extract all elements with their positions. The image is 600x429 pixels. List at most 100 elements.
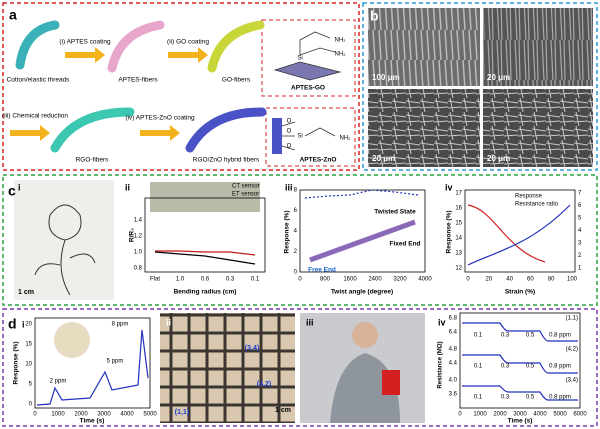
- step-label: (iii) Chemical reduction: [2, 113, 68, 120]
- label: 3000: [513, 412, 527, 418]
- label: 20 μm: [487, 154, 510, 163]
- label: Twisted State: [374, 209, 416, 216]
- label: 6.4: [449, 330, 458, 336]
- label: 1600: [343, 277, 357, 283]
- label: iii: [306, 317, 314, 327]
- label: 20 μm: [487, 73, 510, 82]
- label: 1 cm: [18, 289, 34, 296]
- label: 5000: [143, 412, 157, 418]
- label: 1: [578, 266, 582, 272]
- label: i: [22, 319, 25, 329]
- label: Strain (%): [505, 289, 535, 296]
- label: 0.3: [501, 364, 510, 370]
- label: 1.0: [134, 250, 143, 256]
- label: iv: [445, 182, 453, 192]
- label: (4,2): [566, 347, 578, 353]
- label: 6.8: [449, 316, 458, 322]
- label: 0.1: [474, 364, 483, 370]
- label: 0.1: [474, 395, 483, 401]
- label: 10: [25, 362, 32, 368]
- label: NH₂: [335, 52, 347, 58]
- label: 0.3: [501, 333, 510, 339]
- label: 2000: [493, 412, 507, 418]
- label: Free End: [308, 267, 336, 274]
- label: 5000: [553, 412, 567, 418]
- label: i: [18, 182, 21, 192]
- label: b: [370, 8, 379, 24]
- label: 4000: [120, 412, 134, 418]
- label: NH₂: [340, 136, 352, 142]
- label: Bending radius (cm): [174, 289, 237, 296]
- label: 1.0: [176, 277, 185, 283]
- label: 40: [506, 277, 513, 283]
- label: Time (s): [80, 418, 105, 425]
- label: 3: [578, 241, 582, 247]
- label: 0.3: [501, 395, 510, 401]
- label: 800: [320, 277, 331, 283]
- label: 13: [455, 251, 462, 257]
- label: O: [287, 144, 292, 150]
- sem-images: [368, 8, 593, 167]
- step-label: (ii) GO coating: [167, 39, 209, 46]
- label: Flat: [150, 277, 160, 283]
- label: Si: [297, 56, 302, 62]
- photos: [14, 180, 425, 423]
- label: Time (s): [508, 418, 533, 425]
- label: 3200: [393, 277, 407, 283]
- label: 0: [294, 270, 298, 276]
- label: 6000: [573, 412, 587, 418]
- label: 0.5: [526, 364, 535, 370]
- label: 0.8 ppm: [549, 333, 571, 339]
- label: 3.6: [449, 392, 458, 398]
- label: 4.0: [449, 378, 458, 384]
- label: 2 ppm: [50, 379, 67, 385]
- label: 12: [455, 266, 462, 272]
- label: 0: [33, 412, 37, 418]
- label: 15: [455, 221, 462, 227]
- label: 0: [466, 277, 470, 283]
- label: O: [287, 129, 292, 135]
- label: 2: [578, 253, 582, 259]
- curves: [36, 189, 578, 406]
- label: (4,2): [257, 381, 271, 388]
- label: Resistance ratio: [515, 202, 559, 208]
- label: 5 ppm: [107, 359, 124, 365]
- label: ii: [125, 182, 130, 192]
- step-label: (i) APTES coating: [59, 39, 111, 46]
- fiber-label: GO-fibers: [222, 77, 251, 84]
- label: 4: [294, 229, 298, 235]
- label: 4: [578, 228, 582, 234]
- label: 1000: [51, 412, 65, 418]
- label: 8 ppm: [112, 322, 129, 328]
- label: 0.8 ppm: [549, 364, 571, 370]
- label: NH₂: [335, 38, 347, 44]
- label: 0.8: [134, 266, 143, 272]
- fibers: [15, 20, 267, 153]
- label: Twist angle (degree): [331, 289, 393, 296]
- axes: [34, 189, 581, 409]
- label: 60: [527, 277, 534, 283]
- label: 0.6: [201, 277, 210, 283]
- label: 2: [294, 249, 298, 255]
- label: 15: [25, 342, 32, 348]
- molecule: [272, 31, 342, 154]
- label: 1 cm: [275, 407, 291, 414]
- label: 80: [548, 277, 555, 283]
- label: 5: [578, 216, 582, 222]
- label: 1000: [473, 412, 487, 418]
- label: 20: [25, 322, 32, 328]
- label: APTES-ZnO: [300, 157, 337, 164]
- label: 4000: [533, 412, 547, 418]
- label: 1.2: [134, 234, 143, 240]
- label: 7: [578, 191, 582, 197]
- arrows: [10, 47, 208, 141]
- label: ET sensor: [232, 192, 259, 198]
- label: Response: [515, 194, 543, 200]
- label: O: [287, 119, 292, 125]
- fiber-label: APTES-fibers: [118, 77, 158, 84]
- label: R/R₀: [129, 228, 136, 242]
- label: 0.8 ppm: [549, 395, 571, 401]
- label: 4.4: [449, 361, 458, 367]
